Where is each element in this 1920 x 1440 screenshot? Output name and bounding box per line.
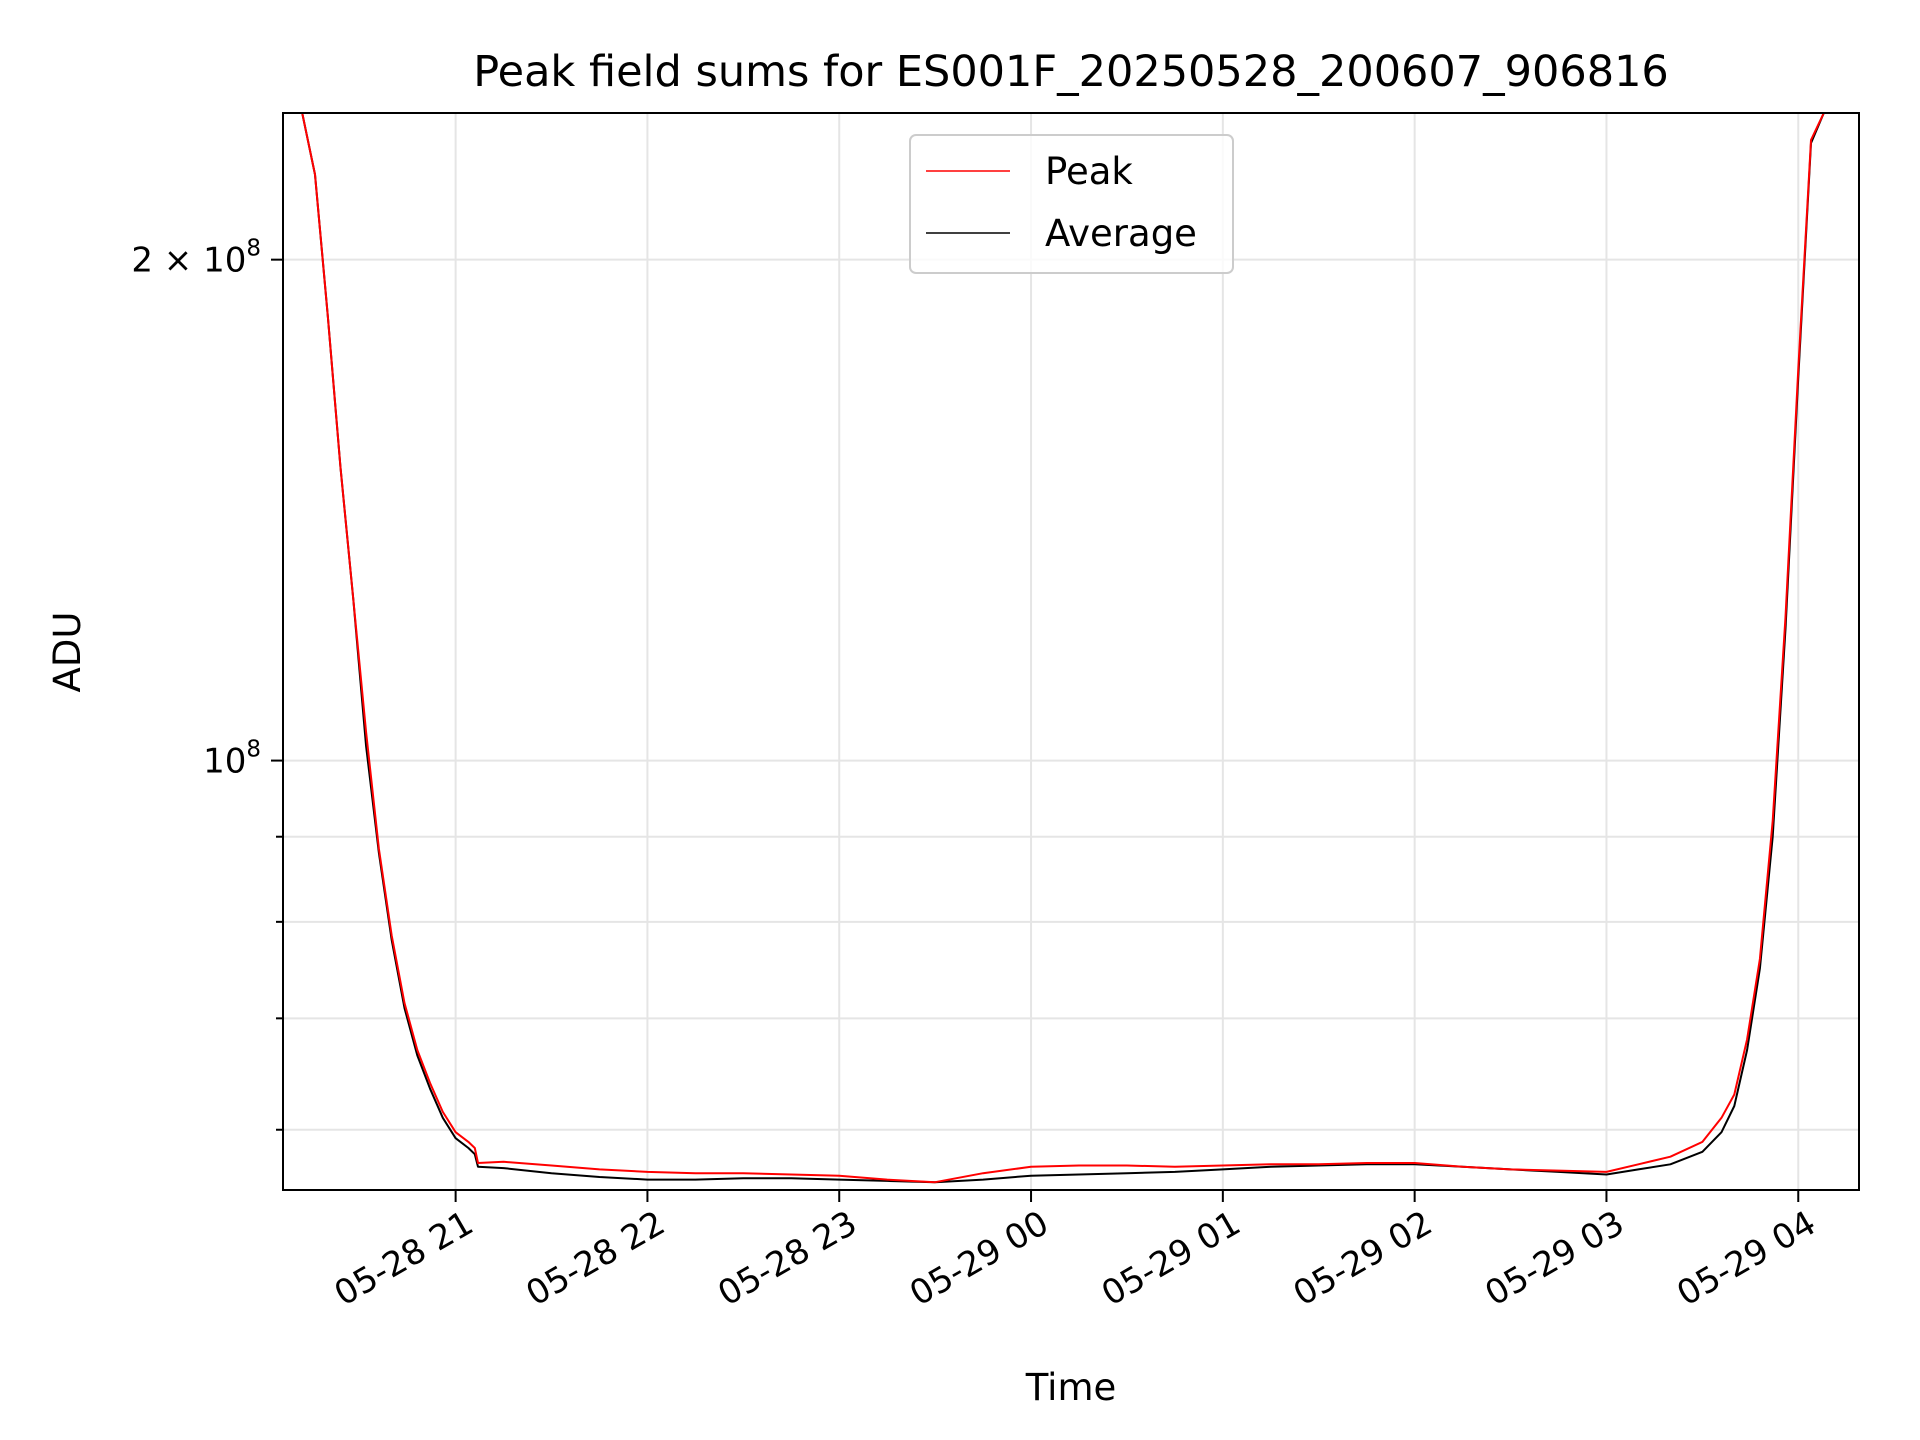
grid (283, 113, 1859, 1190)
x-axis-label: Time (1025, 1366, 1117, 1409)
y-tick-exponent: 8 (246, 737, 261, 763)
y-tick-base: 2 × 10 (131, 241, 246, 281)
legend-average-label: Average (1045, 212, 1197, 255)
legend-peak-label: Peak (1045, 150, 1133, 193)
y-tick-base: 10 (203, 742, 246, 782)
plot-series (283, 112, 1825, 1184)
y-tick-label: 108 (203, 737, 261, 782)
chart-title: Peak field sums for ES001F_20250528_2006… (473, 47, 1669, 97)
y-tick-label: 2 × 108 (131, 236, 261, 281)
y-tick-exponent: 8 (246, 236, 261, 262)
legend: Peak Average (909, 134, 1234, 274)
series-line-peak (283, 112, 1825, 1184)
y-axis-label: ADU (46, 612, 89, 693)
plot-frame (282, 112, 1860, 1191)
legend-box (909, 134, 1234, 274)
